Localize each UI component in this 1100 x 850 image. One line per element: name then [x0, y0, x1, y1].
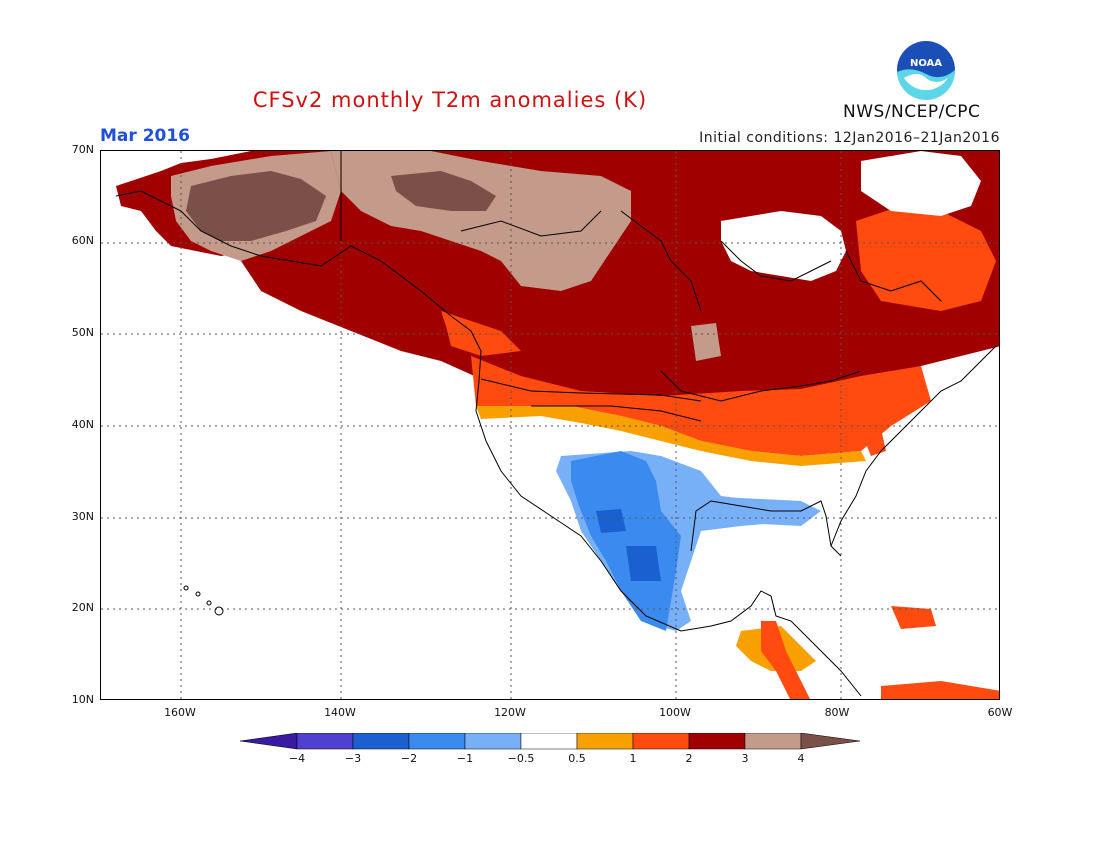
hawaii-islands: [183, 585, 224, 616]
field-neg2-mexico-a: [596, 509, 626, 533]
anomaly-map: [100, 150, 1000, 700]
lon-label-100w: 100W: [659, 706, 691, 719]
lon-label-120w: 120W: [494, 706, 526, 719]
field-pos1-greenland: [856, 206, 996, 311]
legend-box-neg2: [352, 732, 410, 750]
lon-label-60w: 60W: [987, 706, 1013, 719]
lat-label-40n: 40N: [71, 418, 94, 431]
forecast-month: Mar 2016: [100, 126, 191, 146]
color-legend: [239, 732, 861, 773]
legend-tick-neg1: −1: [456, 752, 474, 765]
legend-tick-pos3: 3: [741, 752, 749, 765]
lon-label-80w: 80W: [824, 706, 850, 719]
field-pos1-caribbean-a: [891, 606, 936, 629]
legend-tick-pos2: 2: [685, 752, 693, 765]
map-canvas: [101, 151, 999, 699]
graticule: [101, 151, 999, 699]
initial-conditions: Initial conditions: 12Jan2016–21Jan2016: [699, 130, 1000, 146]
legend-box-pos1: [632, 732, 690, 750]
noaa-logo-text: NOAA: [910, 58, 942, 69]
legend-box-neg3: [296, 732, 354, 750]
field-pos4-yukon: [391, 171, 496, 211]
field-pos4-alaska: [186, 171, 326, 241]
lat-label-50n: 50N: [71, 326, 94, 339]
field-pos1-caribbean-b: [881, 681, 999, 699]
lon-label-160w: 160W: [164, 706, 196, 719]
legend-tick-neg3: −3: [344, 752, 362, 765]
lat-label-70n: 70N: [71, 143, 94, 156]
field-pos1-us: [471, 356, 931, 456]
chart-title: CFSv2 monthly T2m anomalies (K): [252, 88, 648, 112]
lat-label-20n: 20N: [71, 601, 94, 614]
legend-arrow-left: [239, 732, 298, 750]
legend-tick-pos05: 0.5: [568, 752, 586, 765]
anomaly-field: [116, 151, 999, 699]
field-pos1-florida: [861, 429, 886, 456]
field-neutral-greenland: [861, 151, 981, 216]
lat-label-30n: 30N: [71, 510, 94, 523]
legend-tick-neg05: −0.5: [507, 752, 535, 765]
legend-box-neg1: [408, 732, 466, 750]
legend-box-pos2: [688, 732, 746, 750]
field-pos1-central-am: [761, 621, 810, 699]
legend-box-neg05: [464, 732, 522, 750]
coastlines: [115, 151, 997, 697]
legend-box-pos3: [744, 732, 802, 750]
legend-box-neutral: [520, 732, 578, 750]
legend-tick-neg2: −2: [400, 752, 418, 765]
field-neg1-mexico: [571, 451, 681, 631]
legend-tick-pos4: 4: [797, 752, 805, 765]
agency-label: NWS/NCEP/CPC: [843, 102, 981, 122]
lat-label-10n: 10N: [71, 693, 94, 706]
legend-tick-pos1: 1: [629, 752, 637, 765]
legend-box-pos05: [576, 732, 634, 750]
noaa-logo: NOAA: [896, 40, 956, 101]
field-neg2-mexico-b: [626, 546, 661, 581]
legend-tick-neg4: −4: [288, 752, 306, 765]
lat-label-60n: 60N: [71, 234, 94, 247]
legend-arrow-right: [800, 732, 861, 750]
lon-label-140w: 140W: [324, 706, 356, 719]
field-neutral-quebec: [721, 211, 846, 281]
field-pos05-us: [476, 406, 866, 466]
field-pos3-manitoba: [691, 323, 721, 361]
